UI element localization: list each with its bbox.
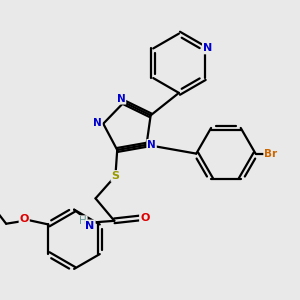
Text: H: H bbox=[79, 216, 87, 226]
Text: S: S bbox=[111, 171, 119, 181]
Text: N: N bbox=[117, 94, 125, 104]
Text: N: N bbox=[203, 44, 212, 53]
Text: O: O bbox=[20, 214, 29, 224]
Text: N: N bbox=[93, 118, 102, 128]
Text: Br: Br bbox=[264, 148, 277, 159]
Text: N: N bbox=[147, 140, 156, 150]
Text: O: O bbox=[140, 213, 149, 223]
Text: N: N bbox=[85, 220, 95, 230]
